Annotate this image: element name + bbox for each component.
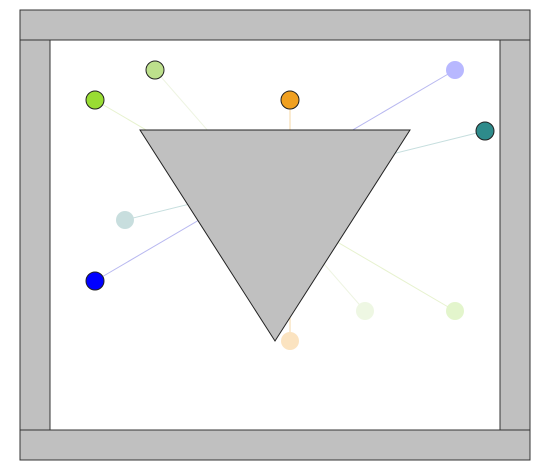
orange-dot[interactable] — [280, 90, 300, 110]
teal-target-dot[interactable] — [116, 211, 134, 229]
orange-target-dot[interactable] — [281, 332, 299, 350]
blue-dot[interactable] — [85, 271, 105, 291]
blue-target-dot[interactable] — [446, 61, 464, 79]
bottom-wall — [19, 429, 531, 461]
dots[interactable] — [85, 60, 495, 350]
triangle-obstacle — [139, 129, 411, 342]
teal-dot[interactable] — [475, 121, 495, 141]
left-wall — [19, 39, 51, 431]
light-green-target-dot[interactable] — [356, 302, 374, 320]
lime-dot[interactable] — [85, 90, 105, 110]
walls — [19, 9, 531, 461]
top-wall — [19, 9, 531, 41]
light-green-dot[interactable] — [145, 60, 165, 80]
right-wall — [499, 39, 531, 431]
lime-target-dot[interactable] — [446, 302, 464, 320]
